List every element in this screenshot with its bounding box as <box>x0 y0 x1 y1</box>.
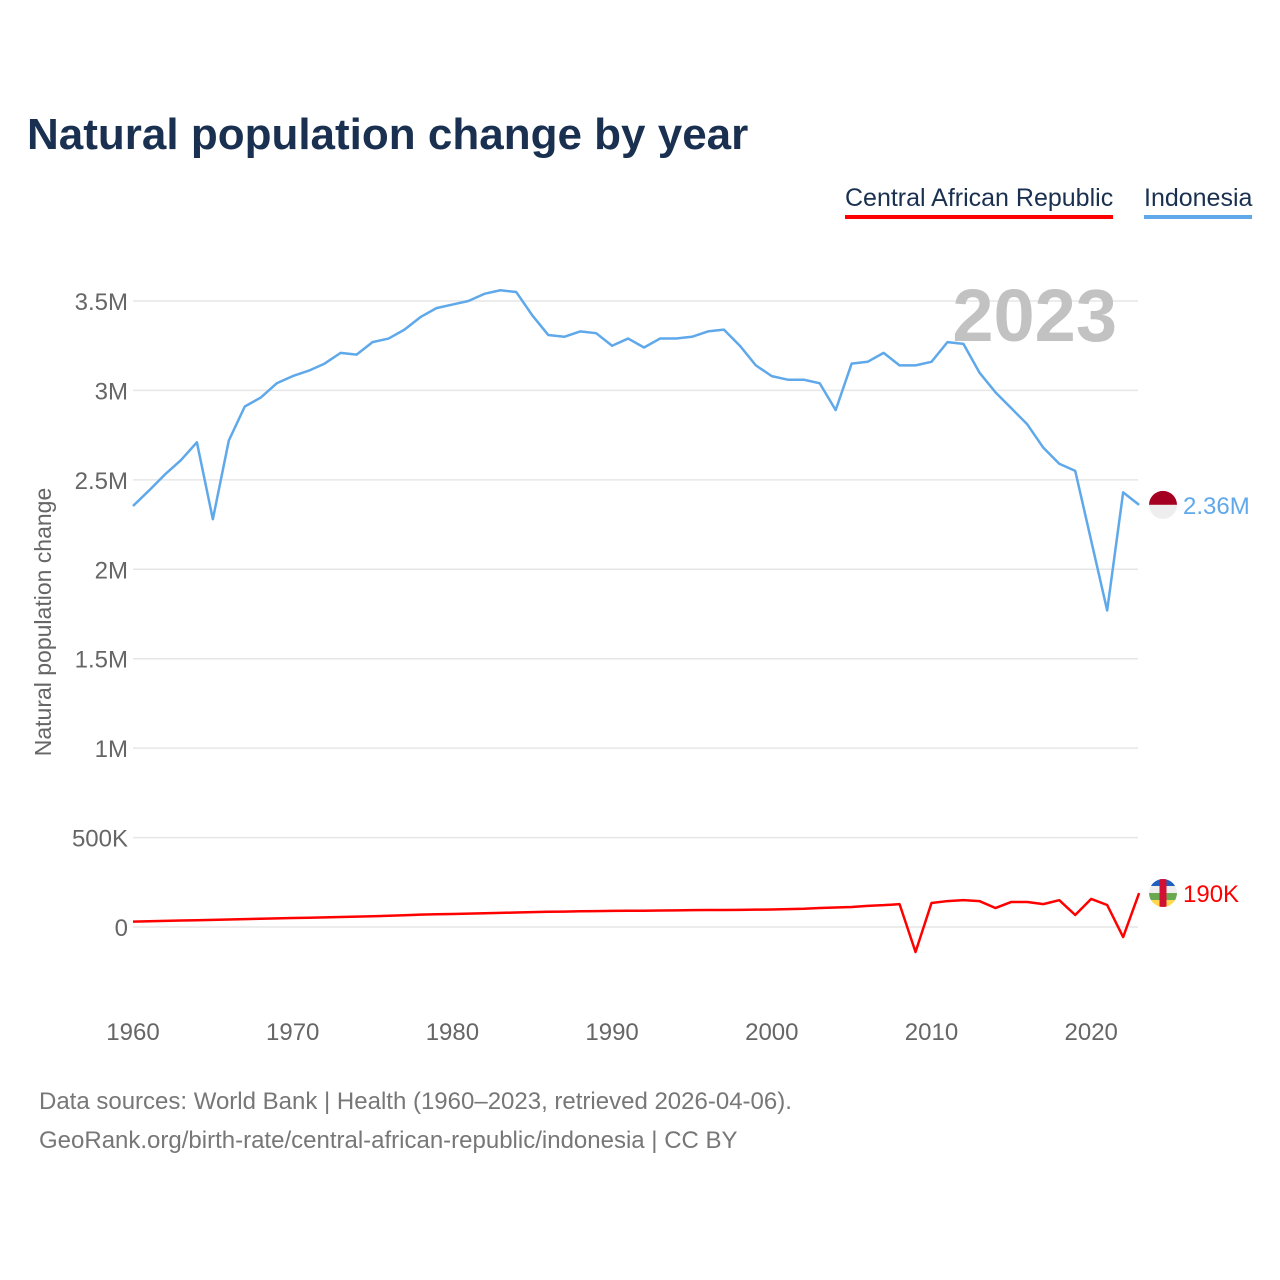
x-tick-label: 1970 <box>266 1019 319 1046</box>
footer-link[interactable]: GeoRank.org/birth-rate/central-african-r… <box>39 1127 738 1154</box>
y-tick-label: 1.5M <box>75 647 128 674</box>
x-tick-label: 1960 <box>106 1019 159 1046</box>
y-tick-label: 3M <box>95 378 128 405</box>
indonesia-flag-icon-lower <box>1149 504 1178 519</box>
y-tick-label: 0 <box>115 915 128 942</box>
x-tick-label: 2010 <box>905 1019 958 1046</box>
line-chart: 0 500K 1M 1.5M 2M 2.5M 3M 3.5M 1960 1970 1980 1990 2… <box>30 274 1250 1046</box>
y-tick-label: 2.5M <box>75 468 128 495</box>
footer-sources: Data sources: World Bank | Health (1960–… <box>39 1088 792 1115</box>
chart-title: Natural population change by year <box>27 110 749 159</box>
car-flag-icon <box>1159 879 1167 908</box>
series-line-central-african-republic <box>132 892 1141 954</box>
x-tick-label: 2000 <box>745 1019 798 1046</box>
end-value-label: 190K <box>1183 881 1239 908</box>
x-tick-label: 1990 <box>585 1019 638 1046</box>
series-line-indonesia <box>132 289 1140 612</box>
y-tick-label: 3.5M <box>75 289 128 316</box>
end-value-label: 2.36M <box>1183 493 1250 520</box>
year-watermark: 2023 <box>952 274 1117 357</box>
indonesia-flag-icon <box>1149 490 1178 505</box>
legend-indonesia[interactable]: Indonesia <box>1144 184 1253 219</box>
x-tick-label: 2020 <box>1065 1019 1118 1046</box>
y-tick-label: 1M <box>95 736 128 763</box>
x-tick-label: 1980 <box>426 1019 479 1046</box>
y-tick-label: 500K <box>72 826 128 853</box>
y-tick-label: 2M <box>95 557 128 584</box>
legend-central-african-republic[interactable]: Central African Republic <box>845 184 1114 219</box>
y-axis-label: Natural population change <box>30 488 56 757</box>
